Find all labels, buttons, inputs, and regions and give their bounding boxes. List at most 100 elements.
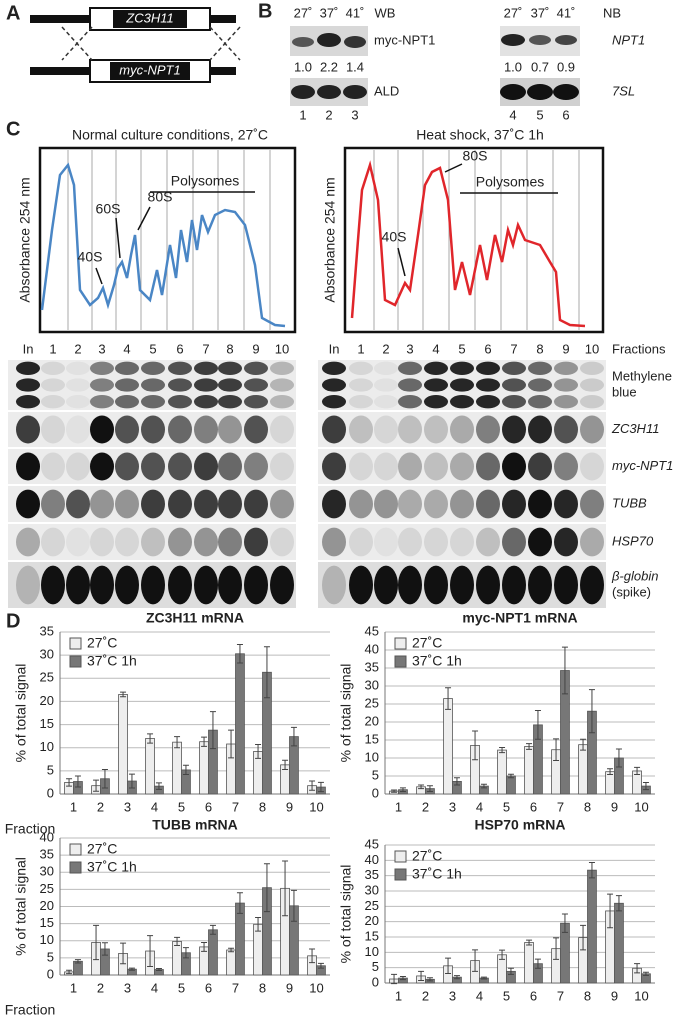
x-tick-label: 5	[503, 988, 510, 1003]
chart-title: TUBB mRNA	[152, 817, 238, 833]
temperature-label: 37˚	[320, 5, 339, 20]
quantification: 1.0	[504, 59, 522, 74]
legend-swatch	[394, 868, 407, 881]
temperature-label: 41˚	[557, 5, 576, 20]
error-bar	[507, 773, 514, 779]
error-bar	[101, 768, 108, 789]
x-tick-label: 4	[151, 980, 158, 995]
y-tick-label: 10	[40, 739, 54, 754]
error-bar	[507, 967, 514, 975]
error-bar	[561, 913, 568, 933]
error-bar	[66, 778, 73, 787]
error-bar	[642, 971, 649, 976]
error-bar	[93, 779, 100, 792]
y-tick-label: 40	[365, 641, 379, 656]
error-bar	[607, 768, 614, 776]
quantification: 1.4	[346, 59, 364, 74]
chart-title: myc-NPT1 mRNA	[462, 610, 577, 626]
x-tick-label: 1	[395, 799, 402, 814]
fraction-label: 5	[149, 341, 156, 356]
legend-label: 27˚C	[87, 841, 117, 857]
error-bar	[182, 764, 189, 776]
lane-number: 4	[509, 107, 516, 122]
fraction-label: In	[23, 341, 34, 356]
fraction-label: 7	[202, 341, 209, 356]
error-bar	[147, 935, 154, 967]
error-bar	[101, 942, 108, 956]
y-tick-label: 35	[40, 847, 54, 862]
y-tick-label: 40	[365, 852, 379, 867]
x-tick-label: 6	[530, 988, 537, 1003]
x-tick-label: 3	[449, 799, 456, 814]
y-axis-label: % of total signal	[13, 664, 29, 763]
y-tick-label: 10	[365, 944, 379, 959]
x-tick-label: 8	[584, 988, 591, 1003]
y-axis-label: Absorbance 254 nm	[322, 177, 338, 302]
legend-swatch	[69, 861, 82, 874]
error-bar	[317, 781, 324, 793]
x-tick-label: 8	[259, 980, 266, 995]
row-label: myc-NPT1	[612, 458, 673, 473]
row-label: β-globin	[611, 568, 658, 583]
fraction-label: 6	[484, 341, 491, 356]
error-bar	[642, 781, 649, 791]
fraction-label: 9	[562, 341, 569, 356]
method-label: NB	[603, 5, 621, 20]
fraction-label: 2	[74, 341, 81, 356]
legend-label: 27˚C	[87, 635, 117, 651]
x-tick-label: 7	[557, 988, 564, 1003]
x-tick-label: 4	[476, 799, 483, 814]
panel-label: C	[6, 118, 20, 140]
legend-label: 37˚C 1h	[87, 653, 137, 669]
x-tick-label: 6	[530, 799, 537, 814]
fraction-label: In	[329, 341, 340, 356]
y-tick-label: 5	[47, 949, 54, 964]
profile-title: Normal culture conditions, 27˚C	[72, 127, 268, 143]
y-tick-label: 15	[365, 928, 379, 943]
bar	[208, 929, 218, 976]
bar	[253, 923, 263, 976]
peak-label: 60S	[96, 201, 121, 217]
error-bar	[426, 977, 433, 982]
legend-label: 37˚C 1h	[412, 653, 462, 669]
legend-swatch	[69, 843, 82, 856]
legend-swatch	[69, 637, 82, 650]
y-tick-label: 10	[40, 932, 54, 947]
error-bar	[418, 970, 425, 982]
y-tick-label: 0	[372, 785, 379, 800]
bar	[172, 741, 182, 795]
peak-label: 80S	[463, 148, 488, 164]
x-tick-label: 9	[611, 988, 618, 1003]
error-bar	[201, 941, 208, 952]
x-tick-label: 6	[205, 799, 212, 814]
gene-label: ZC3H11	[125, 10, 173, 25]
x-tick-label: 7	[557, 799, 564, 814]
error-bar	[228, 947, 235, 953]
y-tick-label: 40	[40, 829, 54, 844]
y-axis-label: Absorbance 254 nm	[17, 177, 33, 302]
error-bar	[634, 963, 641, 974]
fraction-label: 8	[536, 341, 543, 356]
polysome-label: Polysomes	[171, 173, 239, 189]
error-bar	[553, 937, 560, 960]
row-label: Methylene	[612, 368, 672, 383]
fraction-label: 2	[382, 341, 389, 356]
x-tick-label: 2	[422, 988, 429, 1003]
error-bar	[209, 711, 216, 750]
fraction-label: 5	[458, 341, 465, 356]
panel-label: D	[6, 610, 20, 632]
y-tick-label: 5	[372, 959, 379, 974]
error-bar	[526, 743, 533, 750]
blot-images	[290, 26, 580, 106]
fraction-label: 1	[49, 341, 56, 356]
bar	[443, 698, 453, 795]
temperature-label: 37˚	[531, 5, 550, 20]
x-tick-label: 8	[259, 799, 266, 814]
error-bar	[74, 959, 81, 964]
error-bar	[391, 973, 398, 985]
y-tick-label: 35	[365, 659, 379, 674]
y-tick-label: 25	[40, 670, 54, 685]
error-bar	[228, 729, 235, 759]
y-tick-label: 20	[365, 913, 379, 928]
